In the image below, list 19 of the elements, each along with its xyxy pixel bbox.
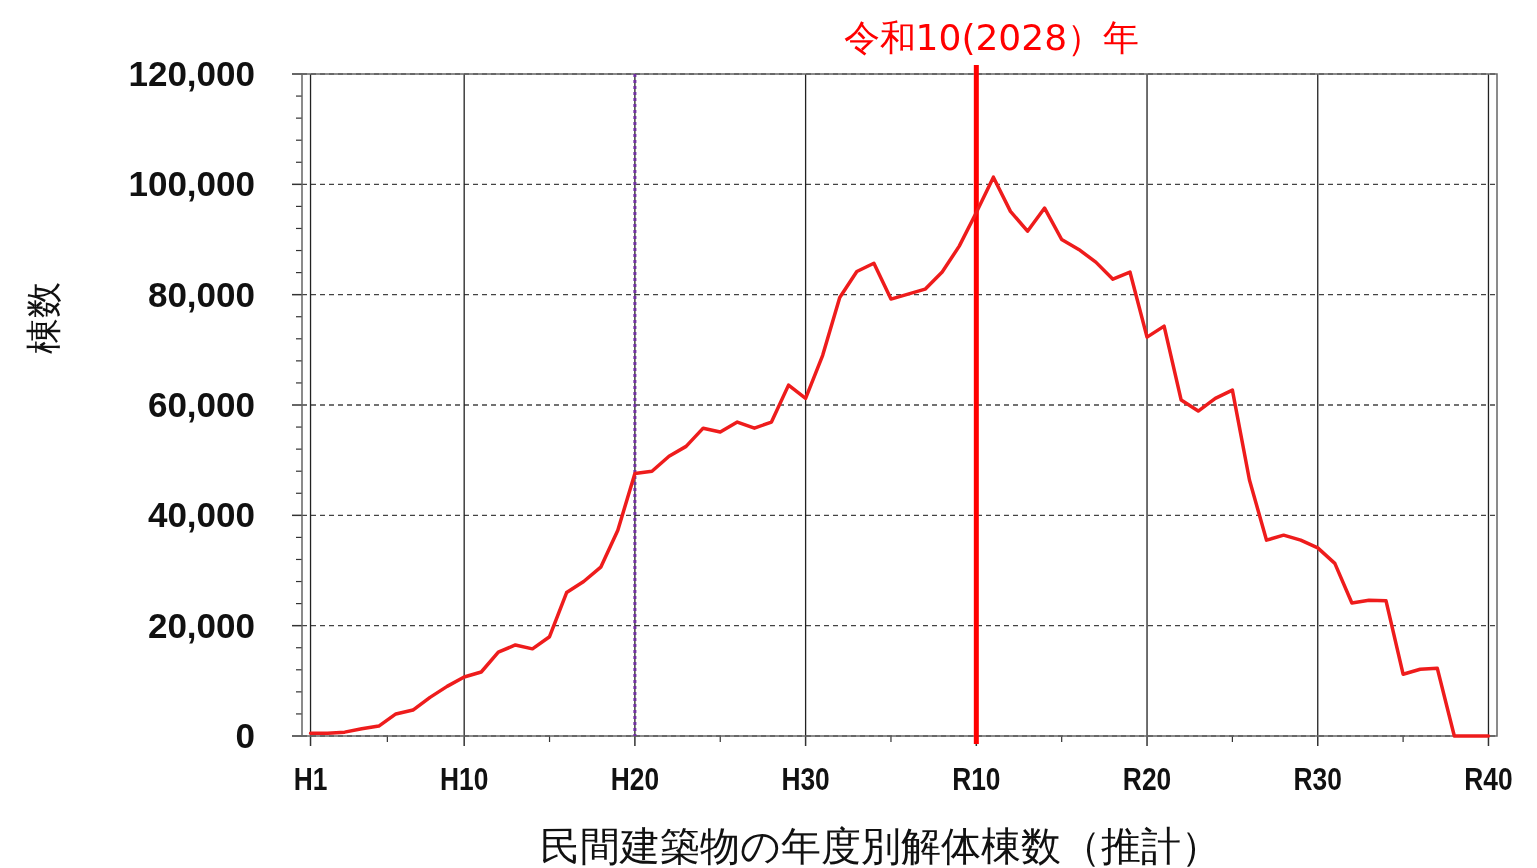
x-tick-label: H30 — [781, 761, 830, 797]
x-tick-label: R10 — [952, 761, 1001, 797]
x-tick-label: H20 — [610, 761, 660, 797]
x-tick-label: H10 — [440, 761, 489, 797]
x-tick-label: R20 — [1122, 761, 1172, 797]
x-tick-label: R30 — [1293, 761, 1342, 797]
y-tick-label: 0 — [235, 716, 255, 755]
y-tick-label: 120,000 — [128, 54, 255, 93]
y-tick-label: 40,000 — [147, 495, 255, 535]
x-tick-label: H1 — [293, 761, 328, 797]
y-tick-label: 20,000 — [147, 605, 255, 645]
y-axis-title: 棟数 — [23, 282, 64, 354]
x-tick-label: R40 — [1464, 761, 1513, 797]
y-tick-label: 100,000 — [128, 164, 255, 204]
ref-line-label: 令和10(2028）年 — [843, 17, 1140, 58]
y-tick-label: 80,000 — [147, 274, 255, 314]
x-axis-title: 民間建築物の年度別解体棟数（推計） — [539, 823, 1221, 868]
line-series — [308, 175, 1491, 738]
y-tick-label: 60,000 — [147, 385, 255, 424]
